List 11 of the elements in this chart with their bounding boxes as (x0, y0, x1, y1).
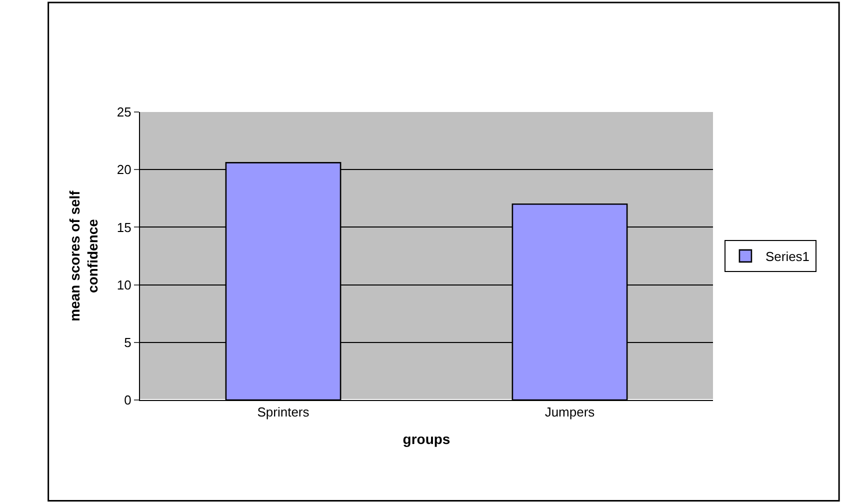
y-tick-label: 0 (124, 392, 132, 408)
legend-label: Series1 (765, 249, 810, 264)
y-tick-label: 10 (116, 277, 132, 292)
y-tick-label: 15 (116, 220, 132, 235)
y-tick-label: 5 (124, 334, 132, 350)
x-axis-title: groups (402, 430, 450, 447)
y-tick-label: 25 (116, 104, 132, 120)
y-tick-label: 20 (116, 162, 132, 178)
x-tick-label: Sprinters (257, 404, 310, 420)
y-axis-title: mean scores of self confidence (66, 190, 101, 322)
x-tick-label: Jumpers (544, 404, 596, 420)
